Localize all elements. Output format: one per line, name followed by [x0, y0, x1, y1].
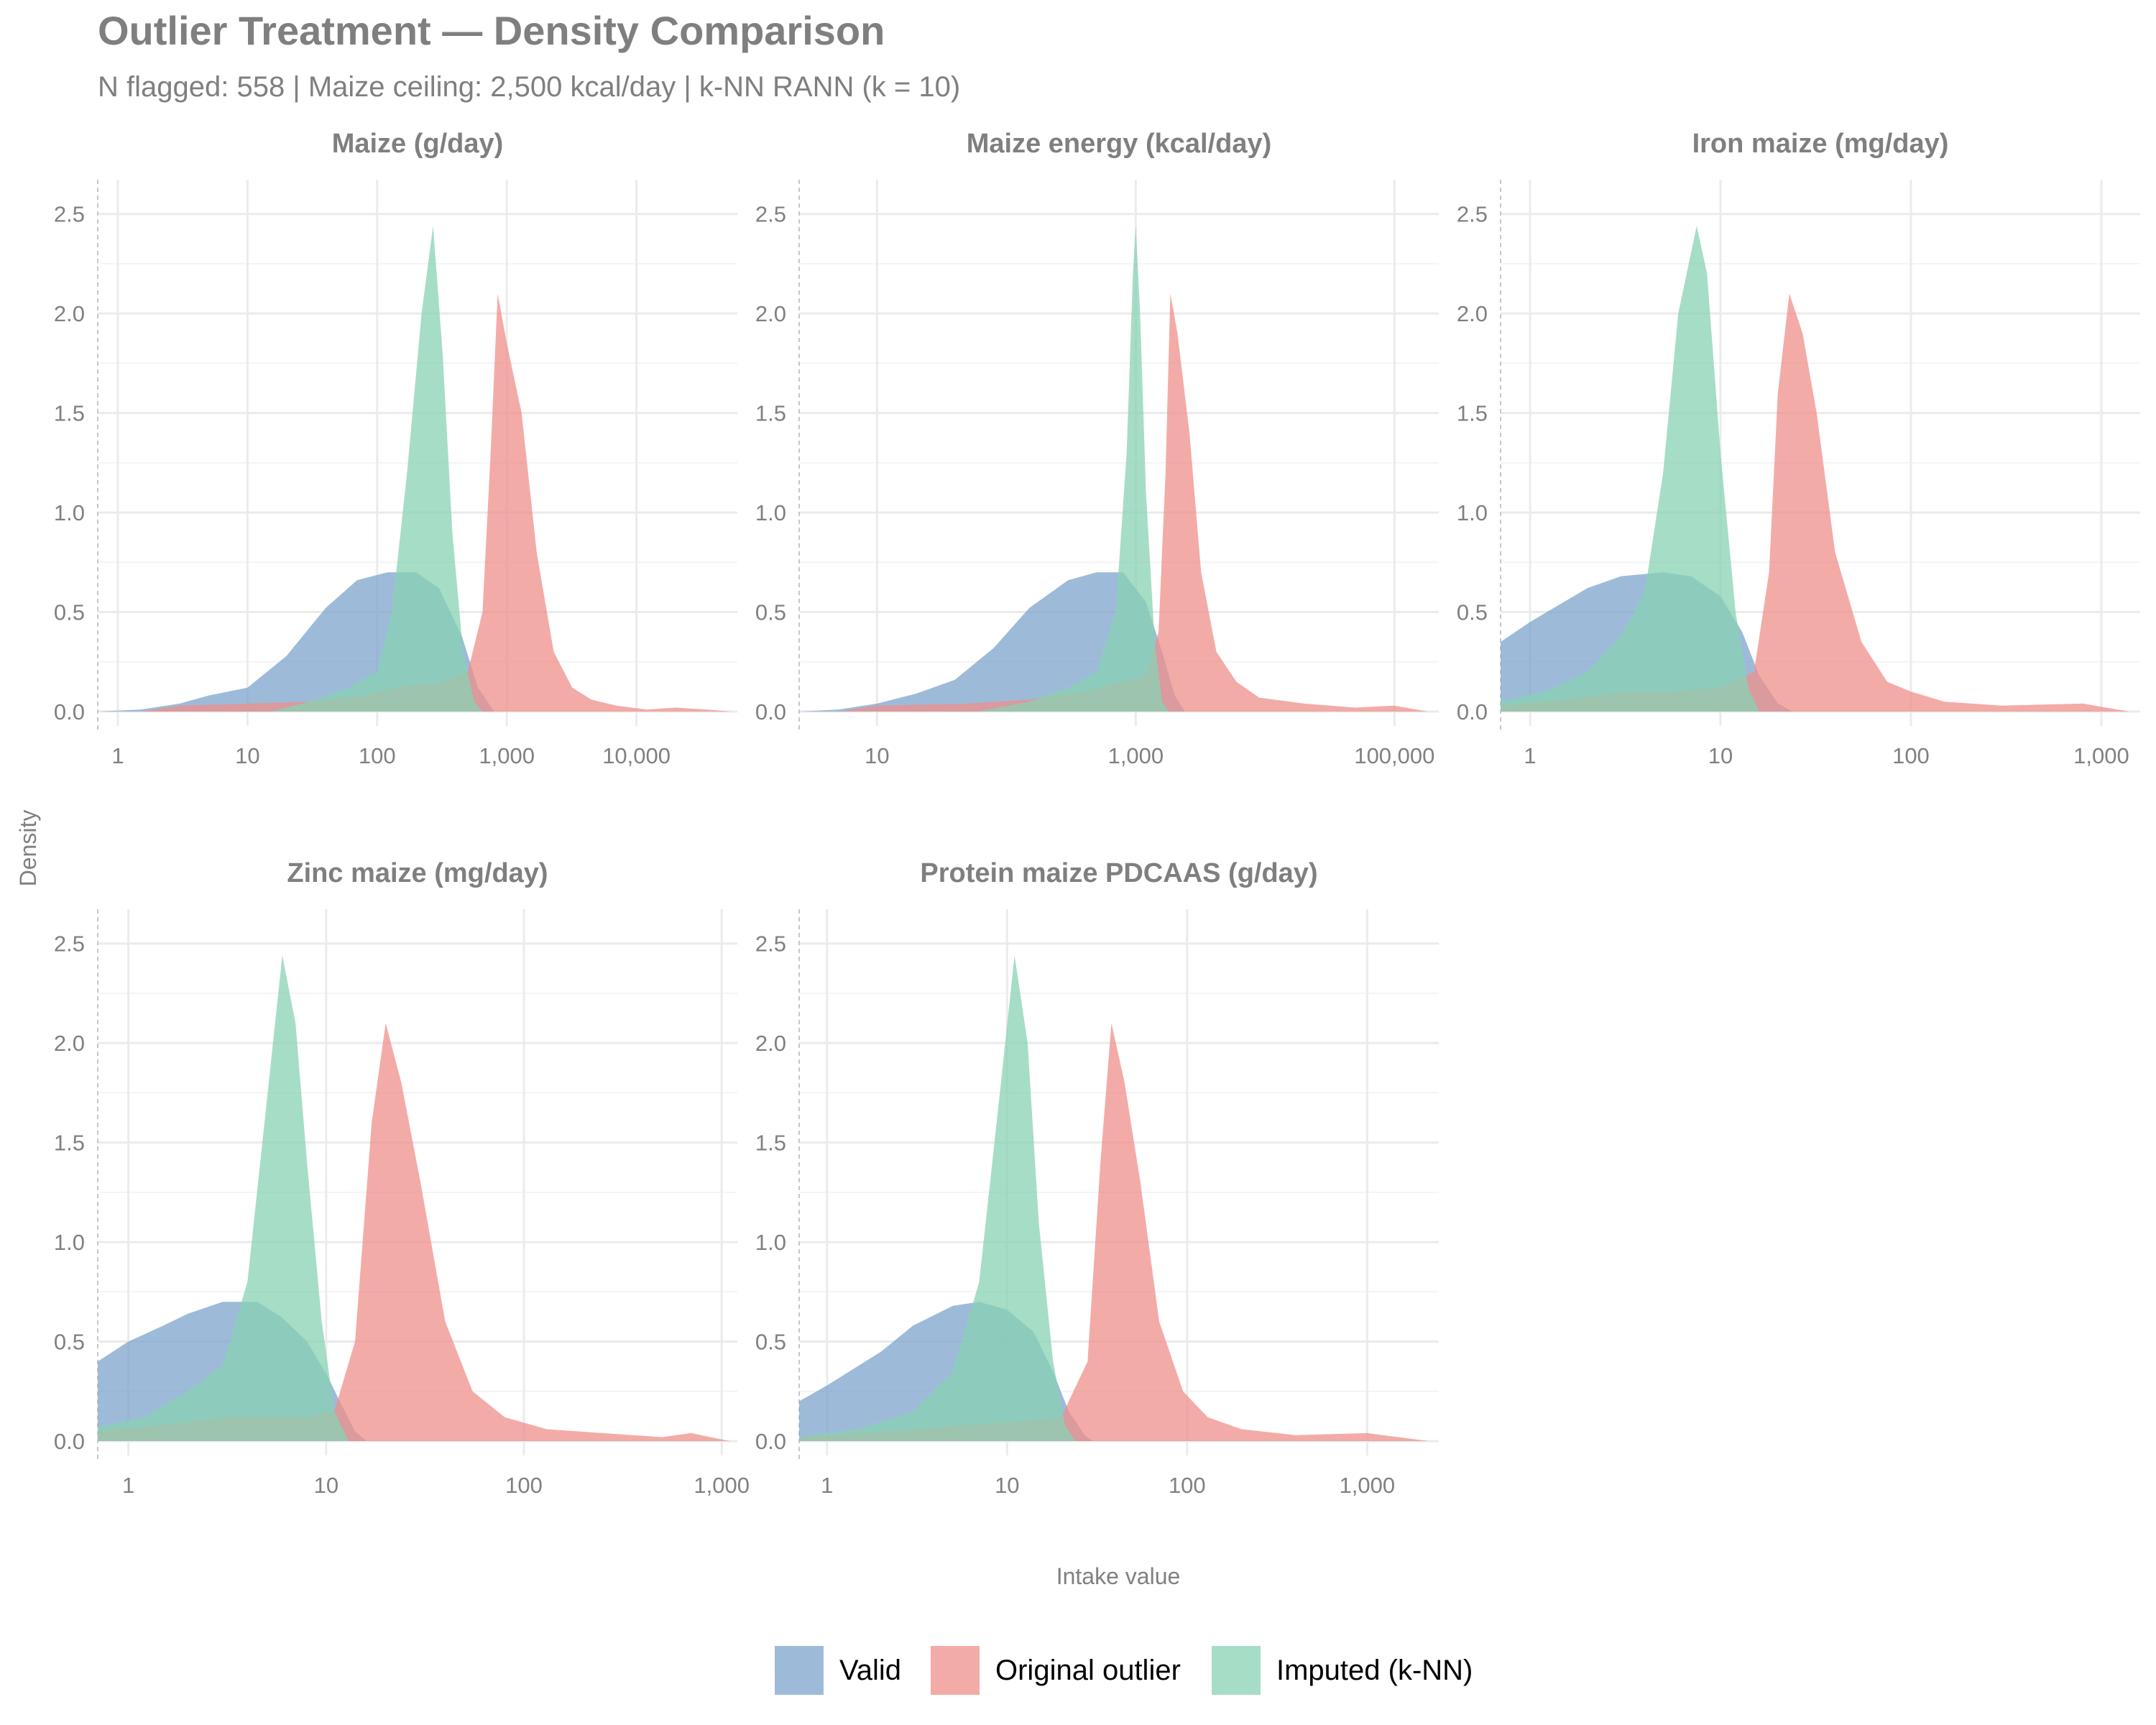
y-tick-label: 1.5	[755, 401, 786, 426]
facet-panel: Protein maize PDCAAS (g/day) 0.0 0.5 1.0 1.5…	[755, 858, 1439, 1498]
density-area-imputed-k-nn	[977, 226, 1169, 712]
y-tick-label: 0.5	[755, 600, 786, 625]
facet-panels: Maize (g/day) 0.0 0.5 1.0 1.5 2.0 2.5 1 10 100 1,0…	[54, 129, 2140, 1498]
x-tick-label: 100	[1892, 743, 1930, 768]
chart-subtitle: N flagged: 558 | Maize ceiling: 2,500 kc…	[98, 71, 960, 103]
x-tick-label: 100	[1169, 1473, 1206, 1498]
facet-panel: Maize energy (kcal/day) 0.0 0.5 1.0 1.5 2.0 2.…	[755, 129, 1439, 768]
density-area-imputed-k-nn	[270, 226, 483, 712]
y-tick-label: 1.0	[54, 500, 85, 525]
facet-title: Iron maize (mg/day)	[1692, 129, 1949, 159]
legend: Valid Original outlier Imputed (k-NN)	[775, 1646, 1473, 1695]
y-axis-label: Density	[15, 810, 41, 887]
density-area-original-outlier	[1501, 293, 2129, 712]
legend-label: Valid	[839, 1655, 901, 1686]
y-tick-label: 1.5	[54, 1131, 85, 1156]
y-tick-label: 2.5	[755, 202, 786, 227]
x-axis-label: Intake value	[1056, 1563, 1181, 1589]
y-tick-label: 0.5	[1457, 600, 1488, 625]
x-tick-label: 1	[111, 743, 124, 768]
y-tick-label: 1.0	[755, 500, 786, 525]
legend-label: Original outlier	[995, 1655, 1181, 1686]
x-tick-label: 1,000	[694, 1473, 750, 1498]
x-tick-label: 100	[359, 743, 396, 768]
y-tick-label: 1.5	[755, 1131, 786, 1156]
y-tick-label: 2.0	[54, 1031, 85, 1056]
x-tick-label: 10	[235, 743, 259, 768]
facet-title: Maize energy (kcal/day)	[967, 129, 1272, 159]
y-tick-label: 1.5	[1457, 401, 1488, 426]
x-tick-label: 100,000	[1354, 743, 1434, 768]
facet-panel: Iron maize (mg/day) 0.0 0.5 1.0 1.5 2.0 2.5 1 10…	[1457, 129, 2140, 768]
y-tick-label: 0.0	[755, 1429, 786, 1454]
legend-swatch	[1212, 1646, 1261, 1695]
y-tick-label: 2.0	[755, 301, 786, 326]
y-tick-label: 0.5	[54, 600, 85, 625]
y-tick-label: 0.0	[54, 699, 85, 724]
y-tick-label: 0.5	[755, 1330, 786, 1355]
y-tick-label: 2.0	[755, 1031, 786, 1056]
x-tick-label: 1	[122, 1473, 134, 1498]
density-area-imputed-k-nn	[799, 955, 1076, 1441]
y-tick-label: 2.5	[54, 202, 85, 227]
chart-title: Outlier Treatment — Density Comparison	[98, 8, 885, 53]
x-tick-label: 1,000	[2073, 743, 2129, 768]
y-tick-label: 2.5	[755, 932, 786, 957]
density-area-original-outlier	[98, 1023, 730, 1441]
y-tick-label: 2.5	[1457, 202, 1488, 227]
x-tick-label: 10	[865, 743, 889, 768]
x-tick-label: 10	[995, 1473, 1019, 1498]
legend-swatch	[931, 1646, 980, 1695]
y-tick-label: 2.0	[1457, 301, 1488, 326]
y-tick-label: 0.0	[54, 1429, 85, 1454]
y-tick-label: 1.0	[54, 1230, 85, 1255]
y-tick-label: 0.0	[1457, 699, 1488, 724]
x-tick-label: 100	[505, 1473, 543, 1498]
x-tick-label: 10,000	[602, 743, 671, 768]
y-tick-label: 1.0	[755, 1230, 786, 1255]
density-area-imputed-k-nn	[1501, 226, 1760, 712]
x-tick-label: 1,000	[479, 743, 535, 768]
x-tick-label: 1	[821, 1473, 833, 1498]
y-tick-label: 2.0	[54, 301, 85, 326]
x-tick-label: 1,000	[1340, 1473, 1396, 1498]
y-tick-label: 0.0	[755, 699, 786, 724]
legend-label: Imputed (k-NN)	[1276, 1655, 1473, 1686]
y-tick-label: 1.0	[1457, 500, 1488, 525]
y-tick-label: 2.5	[54, 932, 85, 957]
facet-title: Zinc maize (mg/day)	[287, 858, 548, 888]
facet-title: Maize (g/day)	[332, 129, 504, 159]
x-tick-label: 10	[314, 1473, 338, 1498]
x-tick-label: 1,000	[1108, 743, 1164, 768]
y-tick-label: 1.5	[54, 401, 85, 426]
facet-title: Protein maize PDCAAS (g/day)	[920, 858, 1317, 888]
facet-panel: Maize (g/day) 0.0 0.5 1.0 1.5 2.0 2.5 1 10 100 1,0…	[54, 129, 737, 768]
x-tick-label: 10	[1708, 743, 1733, 768]
legend-swatch	[775, 1646, 824, 1695]
y-tick-label: 0.5	[54, 1330, 85, 1355]
density-area-imputed-k-nn	[98, 955, 349, 1441]
facet-panel: Zinc maize (mg/day) 0.0 0.5 1.0 1.5 2.0 2.5 1 10…	[54, 858, 750, 1498]
x-tick-label: 1	[1524, 743, 1536, 768]
density-area-original-outlier	[799, 1023, 1429, 1441]
